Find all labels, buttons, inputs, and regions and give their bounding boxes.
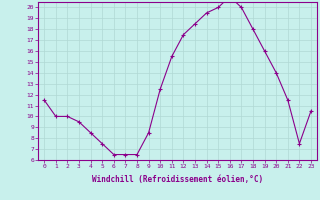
X-axis label: Windchill (Refroidissement éolien,°C): Windchill (Refroidissement éolien,°C) [92, 175, 263, 184]
